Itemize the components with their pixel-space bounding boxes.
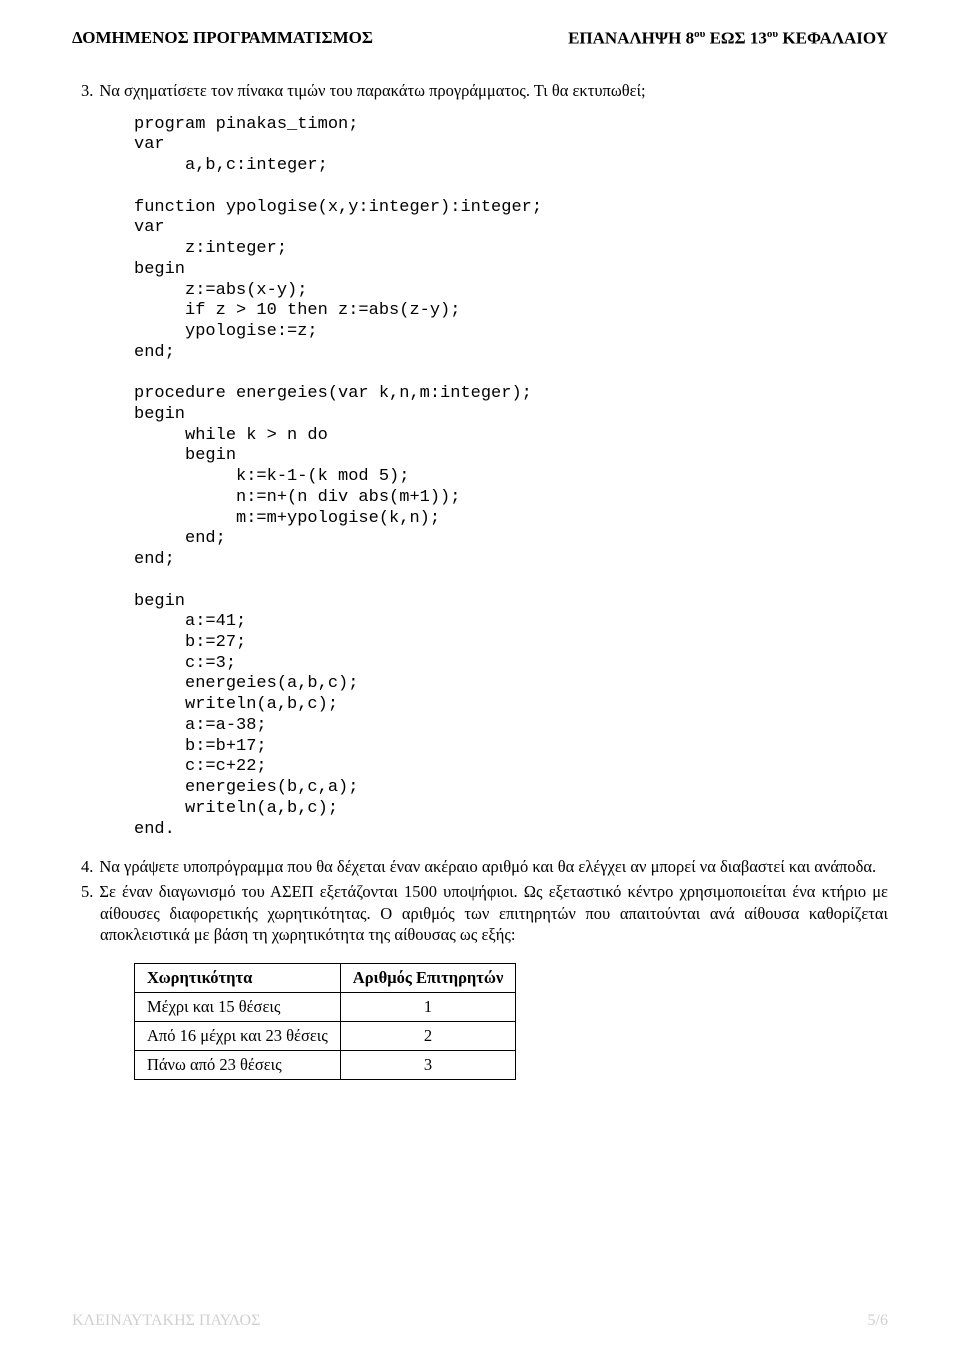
table-header-row: Χωρητικότητα Αριθμός Επιτηρητών <box>135 963 516 992</box>
question-5-num: 5. <box>81 882 93 901</box>
question-3-num: 3. <box>81 81 93 100</box>
question-4-num: 4. <box>81 857 93 876</box>
cell-supervisors: 3 <box>340 1050 516 1079</box>
question-4-text: Να γράψετε υποπρόγραμμα που θα δέχεται έ… <box>99 857 876 876</box>
table-row: Πάνω από 23 θέσεις 3 <box>135 1050 516 1079</box>
cell-capacity: Μέχρι και 15 θέσεις <box>135 992 341 1021</box>
cell-capacity: Πάνω από 23 θέσεις <box>135 1050 341 1079</box>
col-capacity: Χωρητικότητα <box>135 963 341 992</box>
code-block: program pinakas_timon; var a,b,c:integer… <box>134 115 888 841</box>
footer-author: ΚΛΕΙΝΑΥΤΑΚΗΣ ΠΑΥΛΟΣ <box>72 1312 260 1330</box>
table-row: Μέχρι και 15 θέσεις 1 <box>135 992 516 1021</box>
question-5: 5.Σε έναν διαγωνισμό του ΑΣΕΠ εξετάζοντα… <box>100 881 888 944</box>
footer-page: 5/6 <box>868 1312 888 1330</box>
cell-supervisors: 2 <box>340 1021 516 1050</box>
page-header: ΔΟΜΗΜΕΝΟΣ ΠΡΟΓΡΑΜΜΑΤΙΣΜΟΣ ΕΠΑΝΑΛΗΨΗ 8ου … <box>72 28 888 49</box>
col-supervisors: Αριθμός Επιτηρητών <box>340 963 516 992</box>
header-left: ΔΟΜΗΜΕΝΟΣ ΠΡΟΓΡΑΜΜΑΤΙΣΜΟΣ <box>72 28 373 49</box>
capacity-table-wrap: Χωρητικότητα Αριθμός Επιτηρητών Μέχρι κα… <box>134 963 888 1080</box>
question-4: 4.Να γράψετε υποπρόγραμμα που θα δέχεται… <box>100 856 888 877</box>
question-5-text: Σε έναν διαγωνισμό του ΑΣΕΠ εξετάζονται … <box>99 882 888 943</box>
cell-capacity: Από 16 μέχρι και 23 θέσεις <box>135 1021 341 1050</box>
page-footer: ΚΛΕΙΝΑΥΤΑΚΗΣ ΠΑΥΛΟΣ 5/6 <box>72 1312 888 1330</box>
cell-supervisors: 1 <box>340 992 516 1021</box>
capacity-table: Χωρητικότητα Αριθμός Επιτηρητών Μέχρι κα… <box>134 963 516 1080</box>
header-right: ΕΠΑΝΑΛΗΨΗ 8ου ΕΩΣ 13ου ΚΕΦΑΛΑΙΟΥ <box>568 28 888 49</box>
question-3-text: Να σχηματίσετε τον πίνακα τιμών του παρα… <box>99 81 645 100</box>
table-row: Από 16 μέχρι και 23 θέσεις 2 <box>135 1021 516 1050</box>
question-3: 3.Να σχηματίσετε τον πίνακα τιμών του πα… <box>100 81 888 101</box>
